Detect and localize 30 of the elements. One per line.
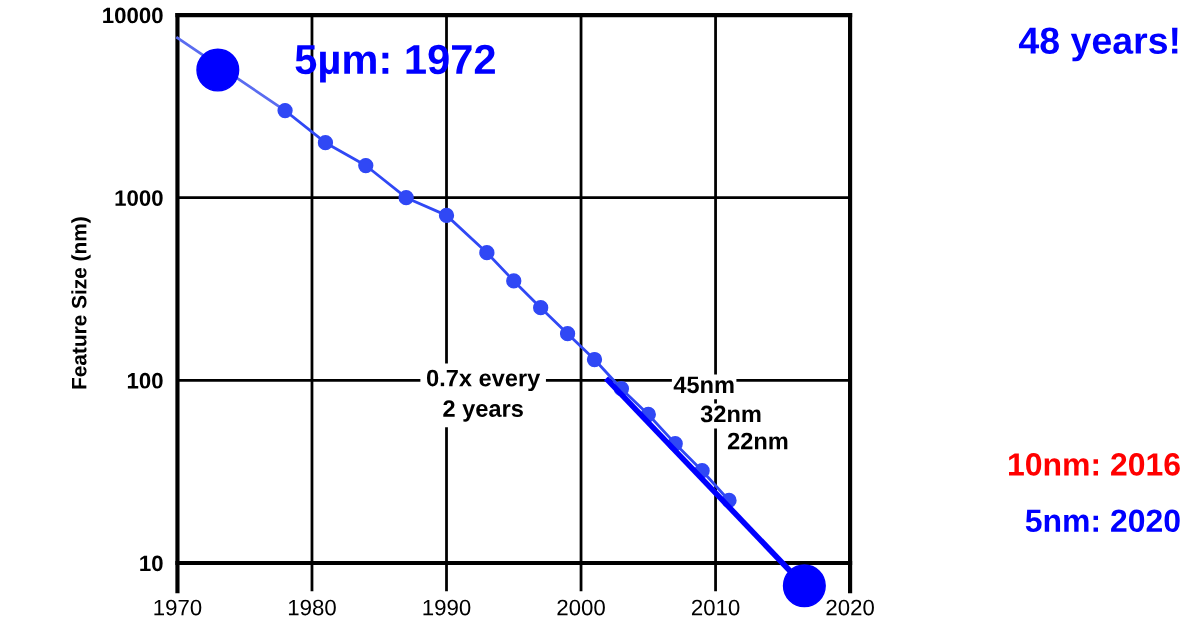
y-tick-label: 1000: [115, 190, 163, 206]
text: 48 years!: [1018, 27, 1178, 62]
point: [533, 300, 549, 316]
annotation: 0.7x every 2 years: [426, 369, 541, 422]
point: [782, 564, 826, 608]
point: [398, 190, 414, 206]
point: [277, 102, 293, 119]
x-tick-label: 1990: [423, 599, 471, 616]
y-tick-label: 10000: [103, 7, 163, 24]
x-tick-label: 2000: [557, 599, 605, 616]
point: [196, 48, 240, 92]
x-tick-label: 1970: [154, 599, 202, 616]
x-tick-label: 1980: [288, 599, 336, 616]
point: [317, 135, 334, 151]
y-tick-label: 10: [140, 555, 163, 572]
point: [506, 273, 522, 289]
annotation: 45nm: [673, 376, 734, 394]
point: [358, 157, 374, 174]
point: [586, 351, 603, 368]
text: 10nm: 2016: [1009, 453, 1180, 476]
point: [559, 326, 576, 342]
x-tick-label: 2010: [691, 599, 740, 616]
y-tick-label: 100: [127, 372, 163, 389]
annotation: 22nm: [727, 432, 788, 450]
point: [479, 245, 495, 261]
x-tick-label: 2020: [826, 599, 874, 616]
text: 5nm: 2020: [1025, 509, 1180, 533]
y-axis-title: Feature Size (nm): [71, 217, 91, 389]
point: [438, 207, 455, 224]
annotation: 32nm: [700, 405, 761, 423]
